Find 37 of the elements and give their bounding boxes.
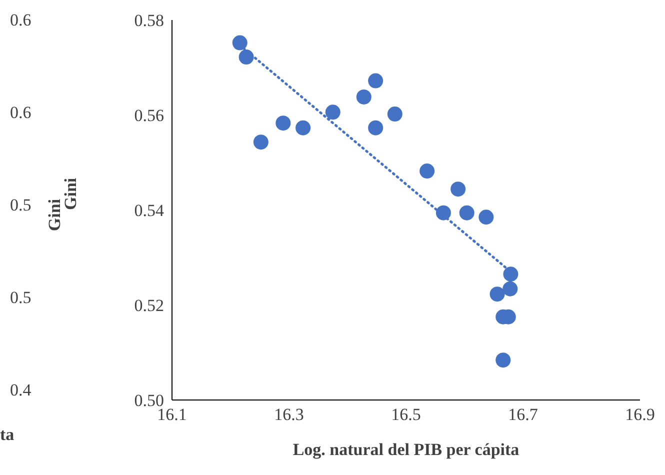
- point: [276, 116, 291, 131]
- x-tick-label: 16.5: [391, 405, 421, 424]
- point: [238, 50, 254, 65]
- text: 0.5: [10, 288, 32, 307]
- text: 0.4: [10, 380, 32, 400]
- point: [387, 106, 402, 122]
- x-tick-label: 16.9: [625, 405, 655, 424]
- x-tick-label: 16.7: [508, 405, 538, 424]
- text: ta: [0, 425, 15, 444]
- y-tick-label: 0.58: [134, 11, 164, 30]
- y-tick-label: 0.54: [134, 201, 164, 220]
- y-axis-title: Gini: [61, 178, 80, 210]
- text: 0.6: [10, 103, 32, 122]
- x-axis-title: Log. natural del PIB per cápita: [292, 440, 520, 459]
- point: [436, 205, 451, 220]
- point: [253, 134, 268, 150]
- point: [503, 266, 518, 282]
- x-tick-label: 16.1: [157, 405, 187, 424]
- point: [296, 120, 311, 136]
- point: [368, 120, 384, 136]
- point: [356, 89, 372, 104]
- text: 0.6: [10, 10, 32, 30]
- point: [478, 210, 494, 225]
- point: [420, 164, 435, 179]
- point: [502, 281, 518, 296]
- point: [450, 182, 466, 197]
- point: [232, 35, 248, 50]
- point: [490, 286, 505, 302]
- point: [496, 352, 511, 368]
- y-tick-label: 0.52: [134, 296, 164, 316]
- point: [368, 73, 384, 88]
- point: [325, 104, 340, 120]
- text: 0.5: [10, 196, 32, 214]
- x-tick-label: 16.3: [274, 405, 304, 424]
- text: Gini: [45, 198, 64, 232]
- y-tick-label: 0.56: [134, 106, 164, 126]
- point: [459, 205, 474, 220]
